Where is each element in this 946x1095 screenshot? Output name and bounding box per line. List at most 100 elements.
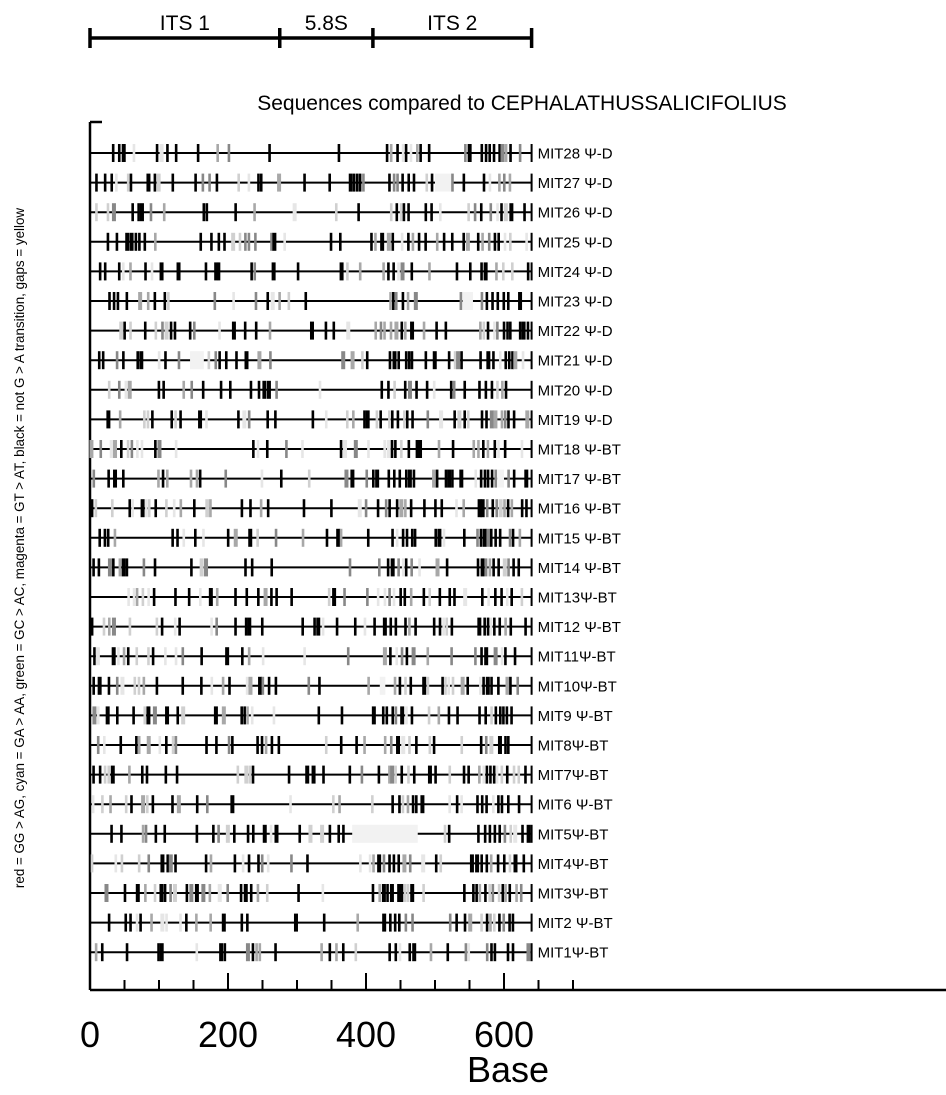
- mismatch-mark: [398, 913, 401, 932]
- sequence-row: MIT14 Ψ-BT: [90, 558, 621, 577]
- mismatch-mark: [111, 144, 115, 162]
- mismatch-mark: [448, 913, 452, 932]
- mismatch-mark: [137, 854, 141, 873]
- mismatch-mark: [157, 440, 162, 458]
- mismatch-mark: [135, 913, 139, 932]
- mismatch-mark: [404, 617, 407, 636]
- mismatch-mark: [472, 884, 475, 902]
- mismatch-mark: [371, 795, 374, 814]
- mismatch-mark: [508, 913, 511, 932]
- mismatch-mark: [111, 617, 116, 636]
- mismatch-mark: [135, 736, 138, 754]
- mismatch-mark: [201, 380, 205, 399]
- mismatch-mark: [518, 144, 522, 162]
- mismatch-mark: [92, 765, 95, 784]
- mismatch-mark: [428, 262, 431, 281]
- mismatch-mark: [234, 588, 237, 606]
- mismatch-mark: [479, 736, 483, 754]
- mismatch-mark: [199, 232, 203, 251]
- mismatch-mark: [422, 676, 427, 695]
- mismatch-mark: [325, 528, 329, 547]
- mismatch-mark: [125, 232, 130, 251]
- mismatch-mark: [139, 913, 142, 932]
- mismatch-mark: [107, 913, 111, 932]
- mismatch-mark: [467, 203, 470, 222]
- mismatch-mark: [165, 499, 168, 518]
- mismatch-mark: [451, 173, 454, 192]
- mismatch-mark: [493, 617, 496, 636]
- mismatch-mark: [513, 854, 518, 873]
- mismatch-mark: [450, 617, 454, 636]
- mismatch-mark: [407, 765, 410, 784]
- mismatch-mark: [95, 173, 98, 192]
- mismatch-mark: [525, 410, 530, 429]
- mismatch-mark: [526, 321, 530, 340]
- mismatch-mark: [401, 173, 404, 192]
- mismatch-mark: [390, 440, 394, 458]
- mismatch-mark: [166, 854, 170, 873]
- mismatch-mark: [162, 380, 165, 399]
- mismatch-mark: [317, 706, 321, 725]
- mismatch-mark: [174, 736, 178, 754]
- mismatch-mark: [103, 528, 107, 547]
- mismatch-mark: [125, 558, 129, 577]
- mismatch-mark: [502, 321, 506, 340]
- mismatch-mark: [143, 321, 147, 340]
- sequence-row: MIT6 Ψ-BT: [90, 795, 613, 814]
- mismatch-mark: [143, 410, 146, 429]
- mismatch-mark: [396, 144, 399, 162]
- mismatch-mark: [479, 528, 483, 547]
- mismatch-mark: [520, 588, 524, 606]
- mismatch-mark: [373, 617, 376, 636]
- mismatch-mark: [344, 469, 349, 488]
- mismatch-mark: [341, 943, 345, 962]
- mismatch-mark: [233, 854, 237, 873]
- mismatch-mark: [361, 351, 364, 370]
- mismatch-mark: [274, 410, 277, 429]
- mismatch-mark: [435, 469, 439, 488]
- mismatch-mark: [147, 499, 151, 518]
- mismatch-mark: [213, 292, 217, 310]
- mismatch-mark: [482, 321, 486, 340]
- mismatch-mark: [503, 824, 507, 843]
- mismatch-mark: [395, 647, 399, 666]
- mismatch-mark: [159, 943, 164, 962]
- mismatch-mark: [233, 824, 236, 843]
- mismatch-mark: [456, 351, 461, 370]
- mismatch-mark: [129, 262, 132, 281]
- mismatch-mark: [410, 262, 414, 281]
- mismatch-mark: [489, 410, 494, 429]
- mismatch-mark: [112, 558, 115, 577]
- gap-block: [497, 469, 504, 488]
- mismatch-mark: [132, 588, 136, 606]
- mismatch-mark: [435, 558, 440, 577]
- mismatch-mark: [403, 884, 407, 902]
- sequence-label: MIT12 Ψ-BT: [538, 619, 621, 636]
- mismatch-mark: [486, 617, 490, 636]
- sequence-row: MIT19 Ψ-D: [90, 410, 613, 429]
- mismatch-mark: [198, 469, 202, 488]
- mismatch-mark: [104, 884, 109, 902]
- mismatch-mark: [357, 203, 360, 222]
- mismatch-mark: [410, 528, 414, 547]
- mismatch-mark: [356, 913, 360, 932]
- mismatch-mark: [367, 676, 370, 695]
- mismatch-mark: [247, 617, 252, 636]
- mismatch-mark: [304, 292, 308, 310]
- mismatch-mark: [174, 144, 178, 162]
- mismatch-mark: [398, 469, 402, 488]
- mismatch-mark: [392, 469, 396, 488]
- mismatch-mark: [511, 528, 515, 547]
- mismatch-mark: [525, 232, 528, 251]
- mismatch-mark: [411, 410, 414, 429]
- mismatch-mark: [485, 676, 490, 695]
- mismatch-mark: [406, 795, 410, 814]
- mismatch-mark: [146, 706, 151, 725]
- mismatch-mark: [385, 144, 389, 162]
- mismatch-mark: [375, 469, 380, 488]
- mismatch-mark: [502, 292, 506, 310]
- mismatch-mark: [96, 706, 100, 725]
- mismatch-mark: [460, 351, 463, 370]
- mismatch-mark: [226, 884, 230, 902]
- mismatch-mark: [268, 144, 271, 162]
